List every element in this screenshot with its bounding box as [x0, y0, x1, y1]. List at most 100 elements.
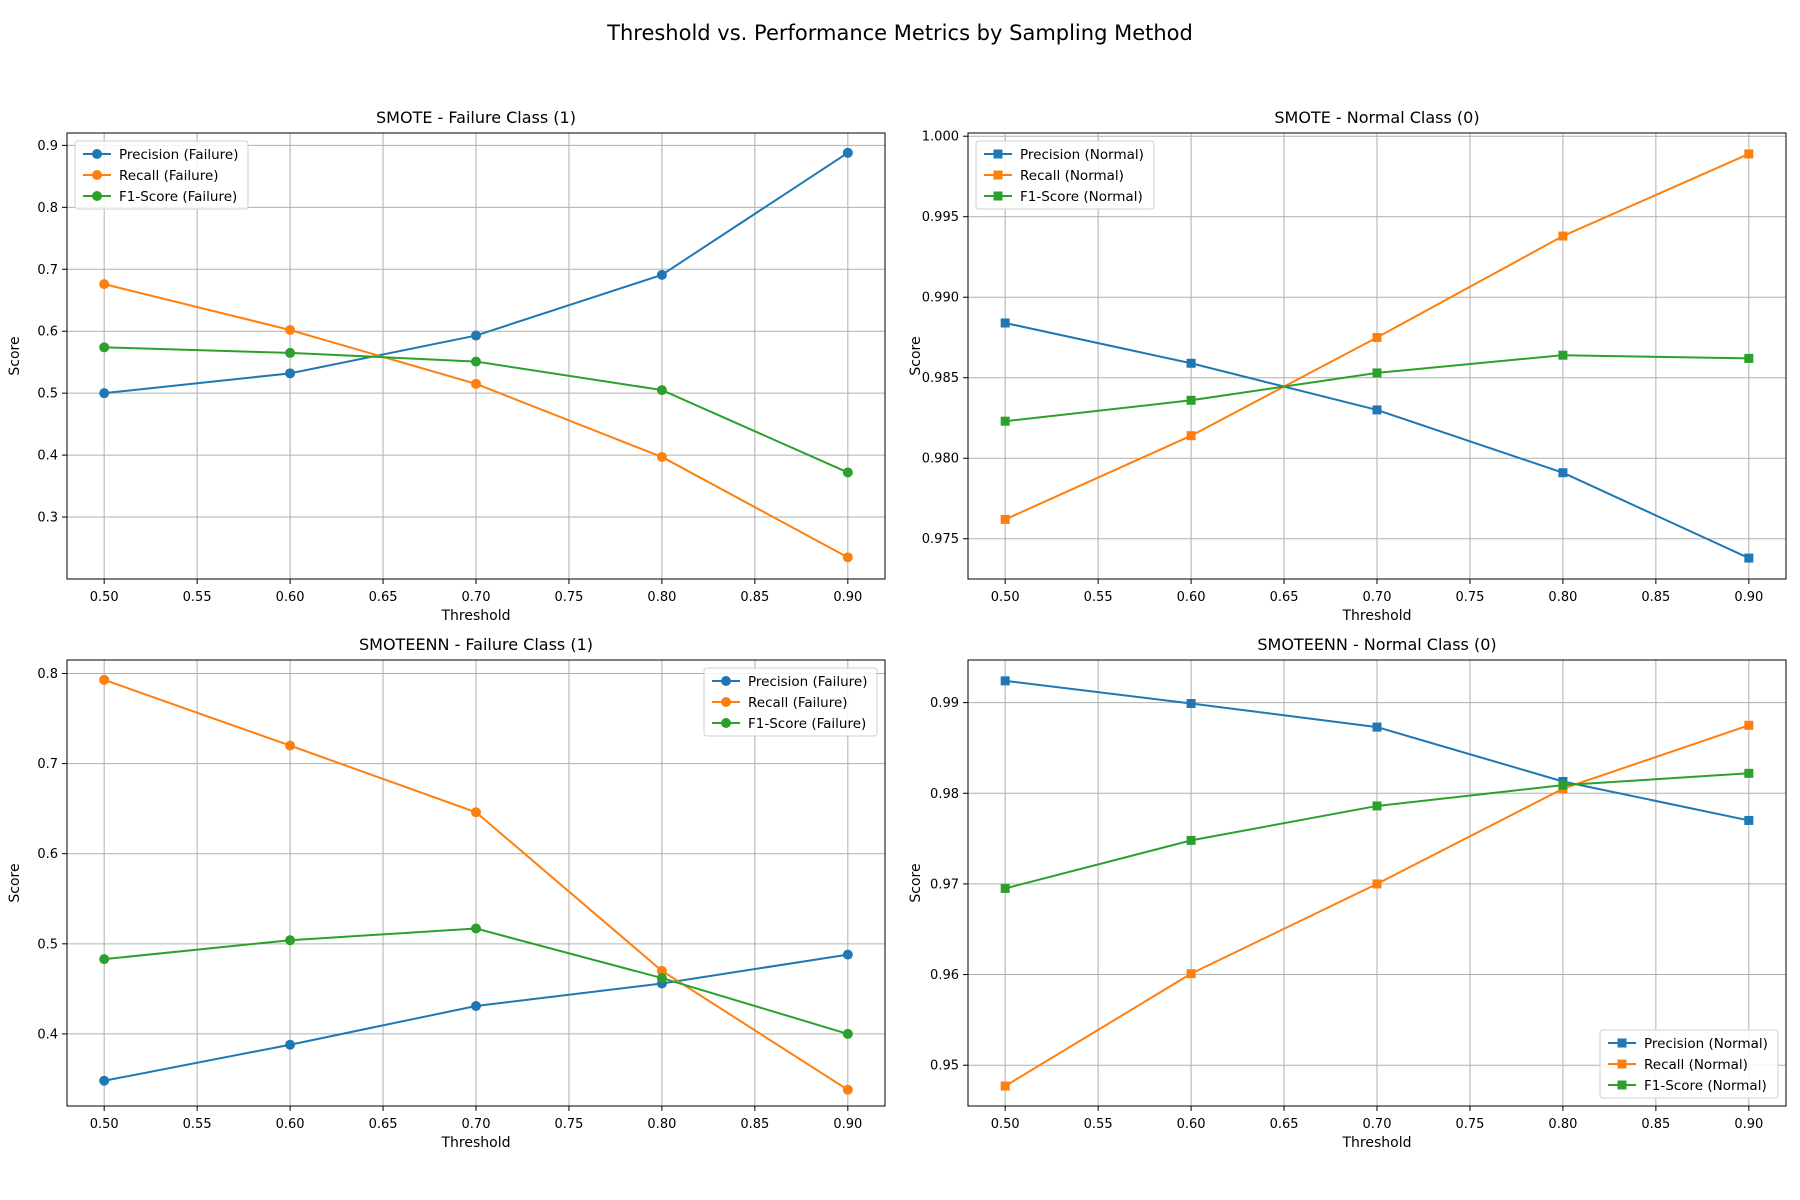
data-point-2-2 — [1372, 801, 1382, 811]
data-point-2-1 — [285, 935, 296, 946]
x-tick-label-7: 0.85 — [1641, 1117, 1670, 1132]
legend-entry-2: F1-Score (Failure) — [748, 716, 866, 732]
x-tick-label-3: 0.65 — [1270, 590, 1299, 605]
legend-entry-2: F1-Score (Normal) — [1020, 189, 1143, 205]
x-tick-label-8: 0.90 — [833, 1117, 862, 1132]
data-point-2-1 — [1186, 395, 1196, 405]
data-point-1-4 — [1744, 720, 1754, 730]
y-tick-label-3: 0.7 — [37, 757, 58, 772]
y-tick-label-0: 0.3 — [37, 511, 58, 526]
data-point-1-1 — [1186, 969, 1196, 979]
data-point-2-3 — [656, 385, 667, 396]
y-tick-label-2: 0.6 — [37, 847, 58, 862]
data-point-2-3 — [656, 973, 667, 984]
x-tick-label-7: 0.85 — [1641, 590, 1670, 605]
plot-frame — [66, 132, 886, 580]
panel-title: SMOTEENN - Normal Class (0) — [1257, 635, 1496, 654]
legend-marker-0 — [1617, 1038, 1627, 1048]
data-point-0-1 — [285, 368, 296, 379]
x-tick-label-8: 0.90 — [1734, 1117, 1763, 1132]
x-axis: 0.50 0.55 0.60 0.65 0.70 0.75 0.80 0.85 0.90 — [90, 1106, 862, 1132]
legend-entry-2: F1-Score (Normal) — [1644, 1078, 1767, 1094]
x-tick-label-1: 0.55 — [1084, 590, 1113, 605]
x-tick-label-7: 0.85 — [740, 1117, 769, 1132]
y-axis-label: Score — [7, 863, 23, 902]
legend-marker-2 — [92, 191, 102, 201]
data-point-1-0 — [1000, 1081, 1010, 1091]
legend-marker-0 — [721, 676, 731, 686]
x-tick-label-8: 0.90 — [833, 590, 862, 605]
data-point-0-2 — [471, 1000, 481, 1011]
data-point-0-0 — [99, 1075, 110, 1086]
data-point-2-0 — [1000, 883, 1010, 893]
x-tick-label-2: 0.60 — [1177, 1117, 1206, 1132]
y-tick-label-3: 0.990 — [922, 291, 959, 306]
x-tick-label-0: 0.50 — [90, 590, 119, 605]
legend-marker-1 — [1617, 1059, 1627, 1069]
x-tick-label-2: 0.60 — [276, 590, 305, 605]
legend-marker-1 — [721, 697, 731, 707]
y-tick-label-5: 1.000 — [922, 130, 959, 145]
y-tick-label-1: 0.5 — [37, 937, 58, 952]
y-tick-label-1: 0.980 — [922, 452, 959, 467]
panel-2: 0.50 0.55 0.60 0.65 0.70 0.75 0.80 0.85 0.90 0.97… — [908, 108, 1787, 624]
legend-entry-0: Precision (Normal) — [1020, 147, 1144, 163]
data-point-1-1 — [1186, 431, 1196, 441]
plot-frame — [967, 659, 1787, 1107]
data-point-2-4 — [1744, 768, 1754, 778]
y-tick-label-2: 0.985 — [922, 371, 959, 386]
x-axis: 0.50 0.55 0.60 0.65 0.70 0.75 0.80 0.85 0.90 — [991, 579, 1763, 605]
y-tick-label-1: 0.4 — [37, 449, 58, 464]
data-point-1-2 — [471, 807, 481, 818]
x-tick-label-4: 0.70 — [1363, 1117, 1392, 1132]
x-tick-label-5: 0.75 — [554, 590, 583, 605]
x-tick-label-1: 0.55 — [183, 1117, 212, 1132]
y-axis-label: Score — [908, 336, 924, 375]
series-group — [1000, 149, 1754, 563]
legend-marker-0 — [993, 149, 1003, 159]
data-point-2-2 — [471, 923, 481, 934]
y-axis: 0.3 0.4 0.5 0.6 0.7 0.8 0.9 — [37, 139, 67, 526]
data-point-2-1 — [285, 347, 296, 358]
plot-frame — [66, 659, 886, 1107]
legend-entry-0: Precision (Failure) — [748, 674, 867, 690]
panel-title: SMOTEENN - Failure Class (1) — [359, 635, 593, 654]
x-axis-label: Threshold — [1342, 1135, 1412, 1151]
x-tick-label-2: 0.60 — [276, 1117, 305, 1132]
grid — [968, 133, 1786, 579]
x-tick-label-8: 0.90 — [1734, 590, 1763, 605]
data-point-0-0 — [99, 388, 110, 399]
panel-4: 0.50 0.55 0.60 0.65 0.70 0.75 0.80 0.85 0.90 0.95… — [908, 635, 1787, 1151]
x-tick-label-2: 0.60 — [1177, 590, 1206, 605]
x-tick-label-6: 0.80 — [647, 1117, 676, 1132]
x-tick-label-6: 0.80 — [647, 590, 676, 605]
legend-entry-0: Precision (Failure) — [119, 147, 238, 163]
panels: 0.50 0.55 0.60 0.65 0.70 0.75 0.80 0.85 0.90 0.3 0… — [7, 108, 1787, 1151]
x-axis-label: Threshold — [1342, 608, 1412, 624]
data-point-1-2 — [1372, 879, 1382, 889]
x-tick-label-6: 0.80 — [1548, 1117, 1577, 1132]
x-tick-label-5: 0.75 — [1455, 1117, 1484, 1132]
data-point-2-2 — [471, 356, 481, 367]
y-tick-label-2: 0.97 — [930, 877, 959, 892]
data-point-2-4 — [842, 467, 853, 478]
series-group — [99, 147, 853, 563]
legend-marker-2 — [993, 191, 1003, 201]
data-point-2-0 — [99, 342, 110, 353]
data-point-0-4 — [842, 949, 853, 960]
legend-marker-1 — [92, 170, 102, 180]
legend-entry-1: Recall (Failure) — [119, 168, 219, 184]
data-point-0-2 — [471, 330, 481, 341]
y-tick-label-5: 0.8 — [37, 201, 58, 216]
x-tick-label-5: 0.75 — [1455, 590, 1484, 605]
legend-entry-2: F1-Score (Failure) — [119, 189, 237, 205]
data-point-0-2 — [1372, 405, 1382, 415]
data-point-1-3 — [656, 451, 667, 462]
y-axis-label: Score — [908, 863, 924, 902]
y-tick-label-6: 0.9 — [37, 139, 58, 154]
y-axis-label: Score — [7, 336, 23, 375]
x-tick-label-4: 0.70 — [462, 590, 491, 605]
data-point-1-1 — [285, 324, 296, 335]
